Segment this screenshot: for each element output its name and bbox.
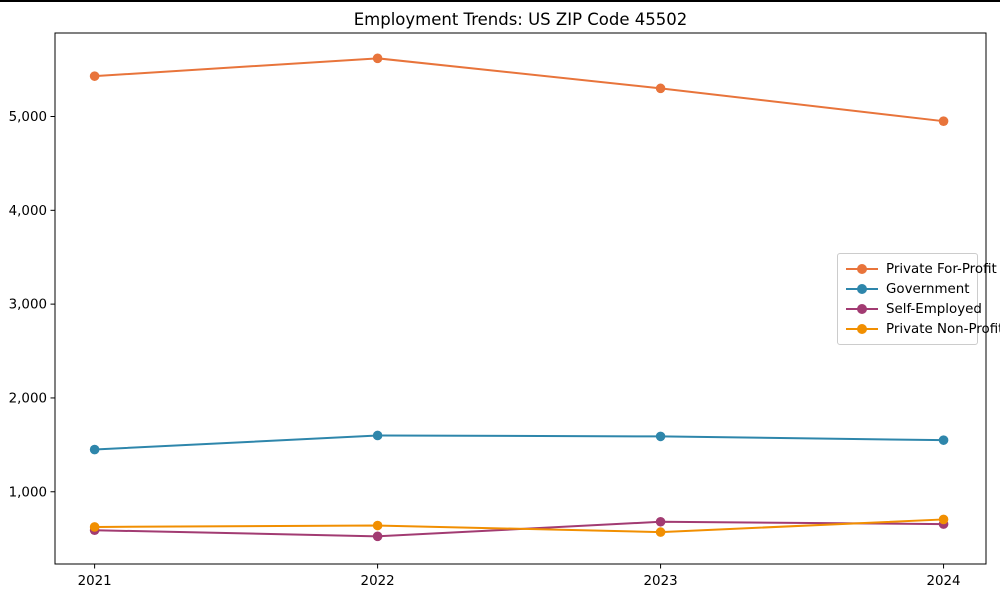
data-point-government-2024 — [938, 435, 949, 445]
data-point-private-for-profit-2023 — [655, 83, 666, 94]
data-point-government-2021 — [89, 444, 100, 455]
legend-marker-icon — [846, 303, 878, 315]
data-point-private-non-profit-2023 — [655, 527, 666, 537]
data-point-private-non-profit-2024 — [938, 514, 949, 525]
legend-item-label: Self-Employed — [886, 301, 982, 317]
x-tick-label: 2021 — [78, 574, 112, 589]
axes-frame — [54, 32, 987, 565]
data-point-private-non-profit-2021 — [89, 522, 100, 532]
legend-item-self-employed: Self-Employed — [846, 299, 982, 319]
legend-marker-icon — [846, 263, 878, 275]
y-tick-label: 1,000 — [9, 485, 47, 500]
legend-item-label: Private Non-Profit — [886, 321, 1000, 337]
window-top-edge — [0, 0, 1000, 2]
legend-item-label: Private For-Profit — [886, 261, 997, 277]
chart-title: Employment Trends: US ZIP Code 45502 — [353, 10, 688, 29]
y-tick-label: 4,000 — [9, 204, 47, 219]
data-point-private-for-profit-2022 — [372, 53, 383, 64]
data-point-private-for-profit-2021 — [89, 71, 100, 81]
data-point-self-employed-2022 — [372, 531, 383, 542]
x-tick-label: 2024 — [927, 574, 961, 589]
data-point-government-2022 — [372, 430, 383, 441]
y-tick-label: 2,000 — [9, 392, 47, 407]
x-tick-label: 2023 — [644, 574, 678, 589]
legend-item-private-non-profit: Private Non-Profit — [846, 319, 1000, 339]
x-tick-label: 2022 — [361, 574, 395, 589]
series-line-government — [94, 434, 944, 451]
legend-marker-icon — [846, 323, 878, 335]
legend-item-label: Government — [886, 281, 970, 297]
y-tick-label: 5,000 — [9, 110, 47, 125]
series-line-private-non-profit — [94, 518, 944, 534]
data-point-private-for-profit-2024 — [938, 116, 949, 126]
legend: Private For-Profit Government Self-Employe… — [837, 253, 1000, 345]
y-tick-label: 3,000 — [9, 298, 47, 313]
data-point-self-employed-2023 — [655, 516, 666, 527]
data-point-government-2023 — [655, 431, 666, 442]
legend-item-private-for-profit: Private For-Profit — [846, 259, 997, 279]
legend-item-government: Government — [846, 279, 970, 299]
data-point-private-non-profit-2022 — [372, 520, 383, 531]
series-line-private-for-profit — [94, 57, 944, 123]
legend-marker-icon — [846, 283, 878, 295]
